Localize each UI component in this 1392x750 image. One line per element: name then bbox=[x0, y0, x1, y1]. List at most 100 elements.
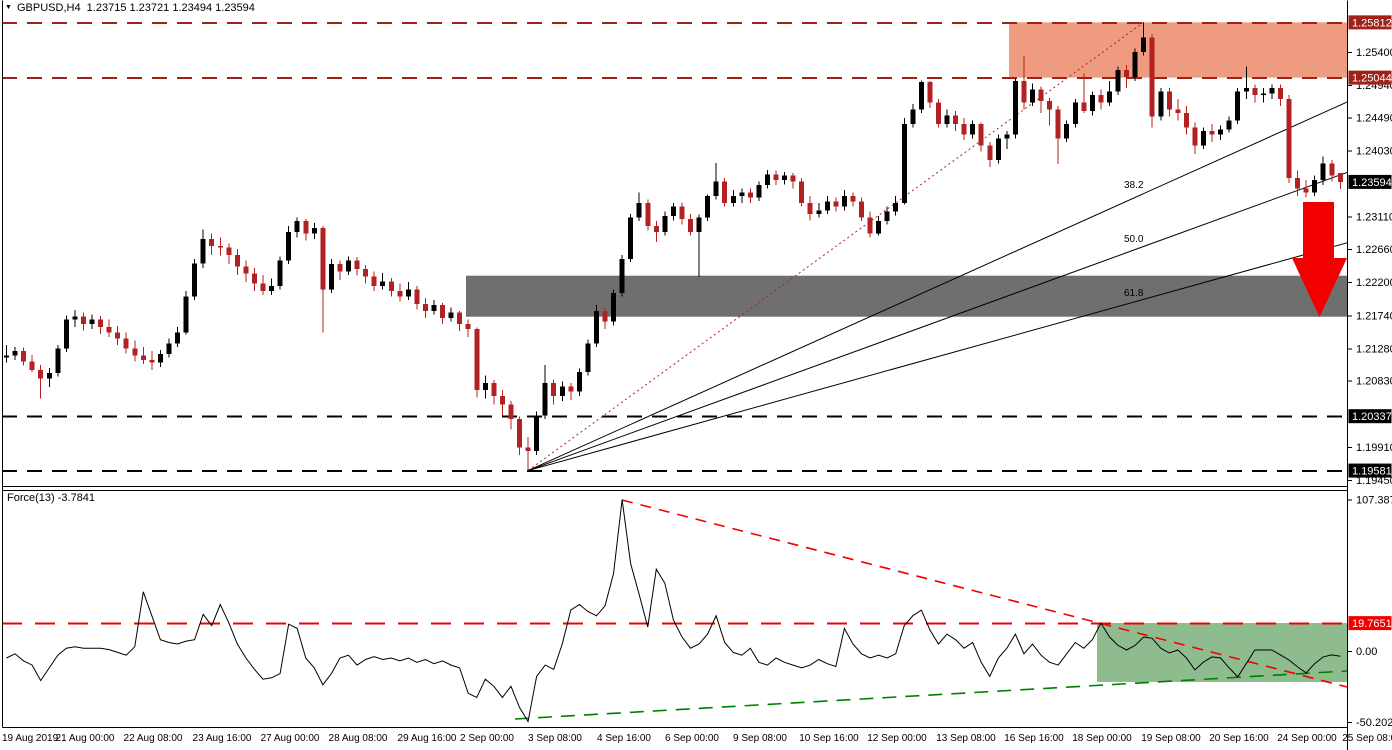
support-zone[interactable] bbox=[466, 275, 1347, 317]
candle-body bbox=[38, 369, 44, 379]
indicator-axis[interactable]: 107.3874 0.00 -50.202 19.7651 bbox=[1347, 495, 1392, 729]
candle-body bbox=[1081, 102, 1087, 111]
candle-body bbox=[559, 386, 565, 396]
candle-body bbox=[388, 281, 394, 291]
indicator-axis-label: -50.202 bbox=[1356, 717, 1392, 729]
candle-body bbox=[568, 386, 574, 392]
price-label: 1.24030 bbox=[1356, 146, 1392, 158]
candle-body bbox=[98, 319, 104, 327]
candle-body bbox=[927, 82, 933, 103]
candle-body bbox=[1115, 69, 1121, 92]
candle-body bbox=[1124, 69, 1130, 78]
candle-body bbox=[1132, 52, 1138, 78]
candle-body bbox=[893, 203, 899, 212]
candle-body bbox=[422, 303, 428, 311]
time-label: 2 Sep 00:00 bbox=[460, 733, 514, 744]
candle-body bbox=[1192, 127, 1198, 146]
price-label: 1.19910 bbox=[1356, 442, 1392, 454]
fan-base-trendline[interactable] bbox=[527, 21, 1144, 471]
candle-body bbox=[850, 195, 856, 202]
candle-body bbox=[397, 290, 403, 297]
candle-body bbox=[1089, 95, 1095, 111]
fibonacci-fan[interactable]: 38.2 50.0 61.8 bbox=[527, 21, 1348, 472]
candlestick-series bbox=[4, 22, 1343, 471]
candle-body bbox=[1337, 173, 1343, 182]
candle-body bbox=[337, 264, 343, 272]
fan-label-38.2: 38.2 bbox=[1124, 180, 1144, 191]
candle-body bbox=[688, 218, 693, 232]
candle-body bbox=[756, 185, 762, 198]
time-label: 6 Sep 00:00 bbox=[665, 733, 719, 744]
sell-arrow[interactable] bbox=[1292, 202, 1347, 317]
force-support-trendline[interactable] bbox=[514, 670, 1348, 720]
candle-body bbox=[901, 123, 907, 204]
force-resistance-trendline[interactable] bbox=[621, 499, 1348, 688]
candle-body bbox=[431, 305, 437, 311]
candle-body bbox=[1329, 163, 1335, 176]
candle-body bbox=[1021, 80, 1027, 103]
symbol-dropdown-icon[interactable]: ▼ bbox=[5, 4, 12, 11]
candle-body bbox=[790, 175, 796, 182]
price-badge-label: 1.20337 bbox=[1352, 411, 1392, 423]
candle-body bbox=[782, 175, 788, 181]
price-axis[interactable]: 1.254001.249401.244901.240301.231101.226… bbox=[1347, 15, 1392, 487]
candle-body bbox=[200, 239, 206, 264]
time-label: 12 Sep 00:00 bbox=[867, 733, 927, 744]
candle-body bbox=[534, 415, 540, 452]
candle-body bbox=[243, 266, 249, 274]
candle-body bbox=[80, 316, 86, 324]
candle-body bbox=[1106, 91, 1112, 103]
candle-body bbox=[175, 332, 180, 344]
candle-body bbox=[628, 217, 634, 260]
candle-body bbox=[653, 226, 659, 232]
candle-body bbox=[551, 382, 557, 396]
candle-body bbox=[21, 351, 27, 362]
resistance-zone[interactable] bbox=[1009, 22, 1347, 78]
candle-body bbox=[4, 355, 9, 358]
candle-body bbox=[414, 289, 420, 304]
candle-body bbox=[269, 285, 275, 291]
time-label: 10 Sep 16:00 bbox=[799, 733, 859, 744]
candle-body bbox=[611, 292, 617, 322]
candle-body bbox=[517, 418, 522, 448]
time-label: 3 Sep 08:00 bbox=[528, 733, 582, 744]
candle-body bbox=[807, 203, 813, 214]
candle-body bbox=[1072, 102, 1078, 124]
candle-body bbox=[696, 217, 702, 232]
candle-body bbox=[961, 123, 967, 135]
indicator-badge-label: 19.7651 bbox=[1352, 618, 1392, 630]
candle-body bbox=[876, 221, 882, 234]
candle-body bbox=[260, 283, 266, 291]
price-label: 1.24490 bbox=[1356, 112, 1392, 124]
price-label: 1.21740 bbox=[1356, 310, 1392, 322]
candle-body bbox=[303, 221, 309, 234]
time-label: 24 Sep 00:00 bbox=[1277, 733, 1337, 744]
indicator-badge bbox=[1348, 616, 1392, 631]
candle-body bbox=[1183, 113, 1189, 128]
time-label: 19 Sep 08:00 bbox=[1141, 733, 1201, 744]
plot-borders bbox=[2, 0, 1348, 750]
candle-body bbox=[1269, 87, 1275, 94]
candle-body bbox=[380, 281, 386, 286]
candle-body bbox=[294, 221, 300, 232]
candle-body bbox=[1277, 87, 1283, 99]
force-line bbox=[6, 499, 1341, 723]
candle-body bbox=[55, 348, 61, 373]
candle-body bbox=[371, 276, 377, 286]
candle-body bbox=[363, 269, 369, 277]
price-badge bbox=[1348, 409, 1392, 424]
fan-line-50.0[interactable] bbox=[527, 171, 1348, 472]
fan-line-61.8[interactable] bbox=[527, 242, 1348, 472]
price-badge bbox=[1348, 174, 1392, 189]
candle-body bbox=[192, 263, 198, 297]
candle-body bbox=[251, 273, 257, 284]
candle-body bbox=[123, 338, 129, 349]
price-badge bbox=[1348, 463, 1392, 478]
fan-line-38.2[interactable] bbox=[527, 101, 1348, 472]
candle-body bbox=[115, 332, 121, 339]
candle-body bbox=[474, 328, 480, 391]
candle-body bbox=[1064, 123, 1070, 139]
candle-body bbox=[944, 115, 950, 124]
